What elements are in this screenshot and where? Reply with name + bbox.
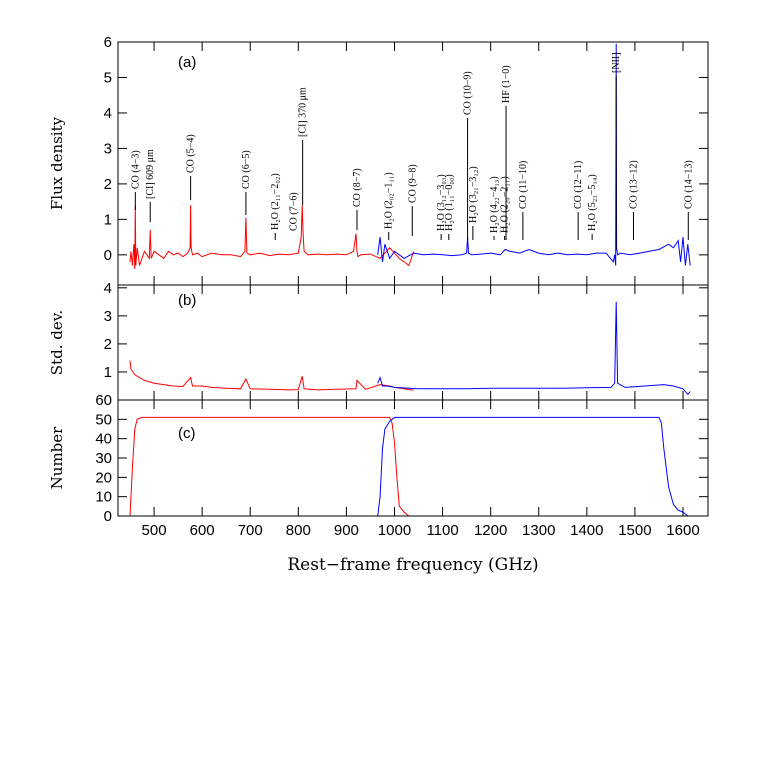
x-tick-label: 500	[142, 522, 167, 539]
spectrum-line	[129, 360, 414, 391]
x-tick-label: 1100	[426, 522, 458, 539]
annotation-label: H₂O (2₀₂−1₁₁)	[384, 172, 395, 229]
y-tick-label: 1	[104, 211, 112, 228]
y-tick-label: 30	[95, 450, 112, 467]
x-tick-label: 900	[334, 522, 359, 539]
annotation-label: CO (11−10)	[518, 161, 529, 209]
y-tick-label: 10	[95, 489, 112, 506]
x-tick-label: 1300	[522, 522, 555, 539]
x-axis-label: Rest−frame frequency (GHz)	[287, 555, 538, 575]
y-tick-label: 3	[104, 140, 112, 157]
spectrum-line	[129, 205, 415, 270]
annotation-label: CO (8−7)	[352, 168, 363, 207]
y-tick-label: 0	[104, 247, 112, 264]
y-tick-label: 2	[104, 336, 112, 353]
y-axis-label: Number	[48, 426, 66, 489]
annotation-label: CO (9−8)	[407, 164, 418, 203]
annotation-label: CO (5−4)	[186, 134, 197, 173]
x-tick-label: 1500	[618, 522, 651, 539]
annotation-label: H₂O (4₂₂−4₁₃)	[489, 176, 500, 233]
spectrum-line	[377, 301, 691, 396]
spectrum-line	[129, 416, 410, 516]
annotation-label: HF (1−0)	[501, 65, 512, 103]
x-tick-label: 600	[190, 522, 215, 539]
annotation-label: CO (6−5)	[241, 150, 252, 189]
annotation-label: H₂O (3₂₁−3₁₂)	[468, 166, 479, 223]
y-tick-label: 5	[104, 69, 112, 86]
annotation-label: CO (10−9)	[463, 71, 474, 115]
y-tick-label: 50	[95, 411, 112, 428]
annotation-label: CO (12−11)	[573, 161, 584, 209]
x-tick-label: 1600	[666, 522, 699, 539]
panel-frame	[117, 399, 709, 517]
annotation-label: CO (14−13)	[683, 160, 694, 209]
annotation-label: CO (13−12)	[628, 160, 639, 209]
x-tick-label: 1400	[570, 522, 603, 539]
annotation-label: CO (7−6)	[289, 192, 300, 231]
y-tick-label: 1	[104, 364, 112, 381]
annotation-label: H₂O (3₁₂−3₀₃)	[436, 174, 447, 231]
y-axis-label: Std. dev.	[48, 310, 66, 375]
y-tick-label: 3	[104, 308, 112, 325]
y-tick-label: 2	[104, 176, 112, 193]
spectrum-line	[377, 416, 689, 516]
annotation-label: H₂O (1₁₁−0₀₀)	[444, 174, 455, 231]
panel-label: (a)	[178, 54, 196, 71]
x-tick-label: 800	[286, 522, 311, 539]
panel-frame	[117, 41, 709, 286]
annotation-label: H₂O (2₁₁−2₀₂)	[270, 173, 281, 230]
annotation-label: H₂O (5₂₃−5₁₄)	[587, 174, 598, 231]
spectrum-line	[377, 43, 691, 266]
y-tick-label: 60	[95, 392, 112, 409]
panel-label: (c)	[178, 425, 196, 442]
annotation-label: [NII]	[611, 52, 622, 73]
y-tick-label: 20	[95, 469, 112, 486]
annotation-label: H₂O (2₂₀−2₁₁)	[500, 176, 511, 233]
x-tick-label: 1200	[474, 522, 507, 539]
y-axis-label: Flux density	[48, 116, 66, 210]
annotation-label: [CI] 370 μm	[298, 87, 309, 137]
y-tick-label: 40	[95, 431, 112, 448]
x-tick-label: 700	[238, 522, 263, 539]
y-tick-label: 4	[104, 280, 112, 297]
y-tick-label: 6	[104, 34, 112, 51]
annotation-label: CO (4−3)	[130, 150, 141, 189]
y-tick-label: 4	[104, 105, 112, 122]
y-tick-label: 0	[104, 508, 112, 525]
panel-label: (b)	[178, 292, 196, 309]
x-tick-label: 1000	[378, 522, 411, 539]
annotation-label: [CI] 609 μm	[145, 149, 156, 199]
panel-frame	[117, 284, 709, 401]
